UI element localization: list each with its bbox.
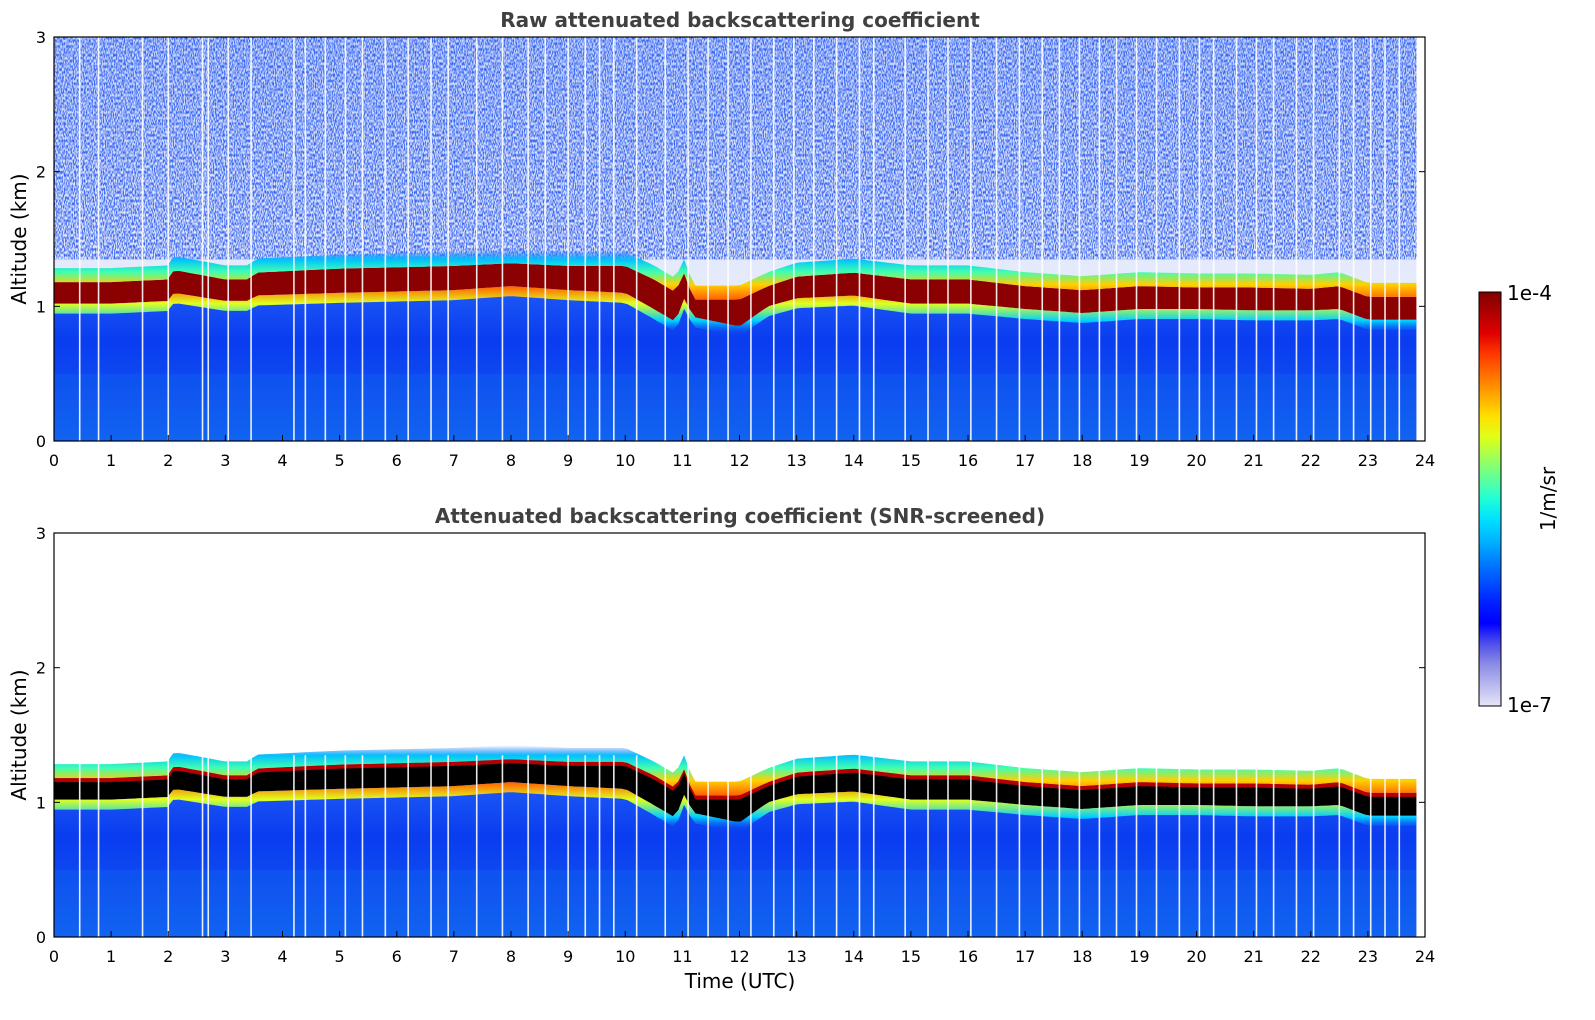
x-tick-label: 7	[449, 947, 459, 966]
x-tick-label: 5	[335, 947, 345, 966]
x-tick-label: 19	[1129, 451, 1149, 470]
colorbar-unit-label: 1/m/sr	[1536, 466, 1560, 531]
x-tick-label: 22	[1301, 451, 1321, 470]
x-tick-label: 6	[392, 947, 402, 966]
cloud-layer	[54, 263, 1417, 326]
x-tick-label: 18	[1072, 947, 1092, 966]
x-tick-label: 2	[163, 451, 173, 470]
chart-title-bottom: Attenuated backscattering coefficient (S…	[435, 504, 1045, 528]
x-tick-label: 4	[277, 947, 287, 966]
x-tick-label: 1	[106, 451, 116, 470]
x-tick-label: 13	[786, 451, 806, 470]
cloud-base-edge	[54, 286, 1417, 336]
x-tick-label: 14	[844, 451, 864, 470]
near-ground-layer	[54, 373, 1417, 441]
x-tick-label: 17	[1015, 947, 1035, 966]
x-tick-label: 15	[901, 451, 921, 470]
x-tick-label: 22	[1301, 947, 1321, 966]
cloud-base-edge	[54, 782, 1417, 832]
colorbar-min-label: 1e-7	[1507, 693, 1552, 717]
x-tick-label: 9	[563, 947, 573, 966]
x-tick-label: 7	[449, 451, 459, 470]
y-tick-label: 2	[36, 163, 46, 182]
x-tick-label: 12	[729, 947, 749, 966]
x-tick-label: 20	[1186, 451, 1206, 470]
x-tick-label: 1	[106, 947, 116, 966]
x-axis-label: Time (UTC)	[684, 969, 796, 993]
x-tick-label: 5	[335, 451, 345, 470]
y-tick-label: 0	[36, 432, 46, 451]
cloud-top-red-band	[54, 759, 1417, 800]
x-tick-label: 21	[1243, 947, 1263, 966]
x-tick-label: 0	[49, 451, 59, 470]
y-tick-label: 0	[36, 928, 46, 947]
aerosol-region	[54, 782, 1417, 937]
x-tick-label: 24	[1415, 947, 1435, 966]
y-tick-label: 1	[36, 793, 46, 812]
x-tick-label: 0	[49, 947, 59, 966]
x-tick-label: 10	[615, 947, 635, 966]
x-tick-label: 6	[392, 451, 402, 470]
y-axis-label: Altitude (km)	[7, 173, 31, 304]
y-tick-label: 1	[36, 297, 46, 316]
x-tick-label: 16	[958, 947, 978, 966]
cloud-top-edge	[54, 249, 1417, 300]
x-tick-label: 21	[1243, 451, 1263, 470]
x-tick-label: 3	[220, 947, 230, 966]
x-tick-label: 10	[615, 451, 635, 470]
noise-speckle	[54, 37, 1417, 260]
y-axis-label: Altitude (km)	[7, 669, 31, 800]
x-tick-label: 23	[1358, 947, 1378, 966]
heatmap-panel-screened: 0 1 2 3 4 5 6 7 8 9 10 11 12 13 14 15 16 17 18 19 20 21 22 23 24…	[7, 524, 1435, 966]
near-ground-layer	[54, 869, 1417, 937]
x-tick-label: 2	[163, 947, 173, 966]
aerosol-region	[54, 286, 1417, 441]
x-tick-label: 16	[958, 451, 978, 470]
y-tick-label: 3	[36, 524, 46, 543]
x-tick-label: 13	[786, 947, 806, 966]
x-tick-label: 8	[506, 947, 516, 966]
colorbar: 1e-4 1e-7 1/m/sr	[1478, 281, 1560, 717]
colorbar-max-label: 1e-4	[1507, 281, 1552, 305]
x-tick-label: 9	[563, 451, 573, 470]
x-tick-label: 18	[1072, 451, 1092, 470]
x-tick-label: 3	[220, 451, 230, 470]
heatmap-panel-raw: 0 1 2 3 4 5 6 7 8 9 10 11 12 13 14 15 16 17 18 19 20 21 22 23 24…	[7, 28, 1435, 470]
cloud-top-edge	[54, 745, 1417, 796]
chart-title-top: Raw attenuated backscattering coefficien…	[500, 8, 980, 32]
x-tick-label: 19	[1129, 947, 1149, 966]
cloud-layer	[54, 759, 1417, 822]
x-tick-label: 11	[672, 947, 692, 966]
y-tick-label: 3	[36, 28, 46, 47]
colorbar-scale	[1478, 291, 1502, 707]
y-tick-label: 2	[36, 659, 46, 678]
x-tick-label: 23	[1358, 451, 1378, 470]
x-tick-label: 20	[1186, 947, 1206, 966]
x-tick-label: 4	[277, 451, 287, 470]
x-tick-label: 12	[729, 451, 749, 470]
x-tick-label: 14	[844, 947, 864, 966]
x-tick-label: 8	[506, 451, 516, 470]
x-tick-label: 24	[1415, 451, 1435, 470]
x-tick-label: 17	[1015, 451, 1035, 470]
x-tick-label: 11	[672, 451, 692, 470]
x-tick-label: 15	[901, 947, 921, 966]
